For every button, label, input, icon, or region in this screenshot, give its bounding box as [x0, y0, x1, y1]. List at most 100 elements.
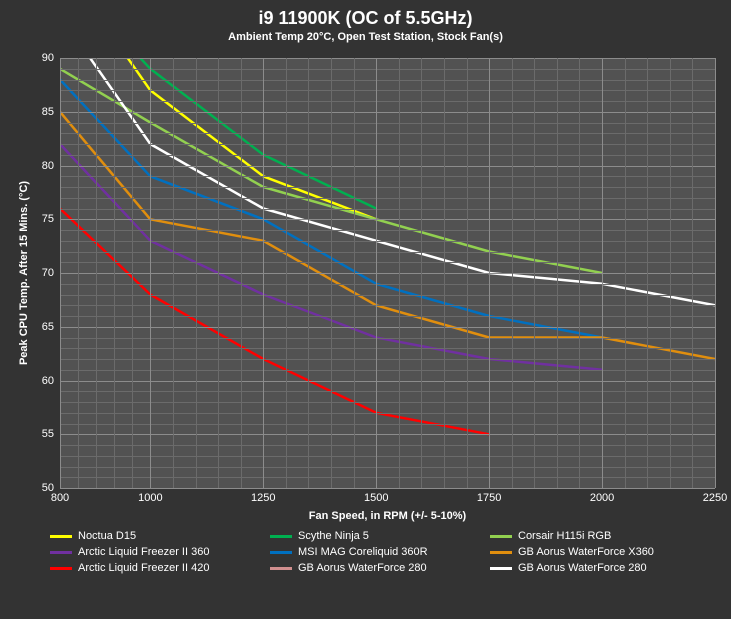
grid-minor-vertical [444, 58, 445, 488]
grid-minor-horizontal [60, 413, 715, 414]
legend-swatch [50, 551, 72, 554]
x-tick-label: 1000 [138, 488, 162, 504]
legend-label: Arctic Liquid Freezer II 420 [78, 562, 209, 574]
y-tick-label: 65 [42, 321, 60, 333]
grid-line-vertical [60, 58, 61, 488]
grid-minor-horizontal [60, 359, 715, 360]
grid-line-horizontal [60, 166, 715, 167]
grid-minor-horizontal [60, 370, 715, 371]
grid-minor-vertical [421, 58, 422, 488]
grid-minor-vertical [512, 58, 513, 488]
legend-swatch [490, 567, 512, 570]
chart-container: i9 11900K (OC of 5.5GHz) Ambient Temp 20… [0, 0, 731, 619]
grid-minor-vertical [625, 58, 626, 488]
x-tick-label: 1500 [364, 488, 388, 504]
x-tick-label: 2250 [703, 488, 727, 504]
legend-label: GB Aorus WaterForce 280 [518, 562, 647, 574]
grid-minor-horizontal [60, 252, 715, 253]
grid-minor-vertical [132, 58, 133, 488]
legend-item: Noctua D15 [50, 530, 270, 542]
grid-line-vertical [376, 58, 377, 488]
legend-item: GB Aorus WaterForce 280 [490, 562, 710, 574]
grid-minor-vertical [579, 58, 580, 488]
legend-label: GB Aorus WaterForce 280 [298, 562, 427, 574]
grid-line-vertical [489, 58, 490, 488]
grid-minor-horizontal [60, 445, 715, 446]
grid-minor-vertical [173, 58, 174, 488]
grid-line-horizontal [60, 327, 715, 328]
grid-line-horizontal [60, 58, 715, 59]
legend-swatch [490, 535, 512, 538]
y-axis-label: Peak CPU Temp. After 15 Mins. (°C) [18, 181, 30, 365]
grid-minor-vertical [557, 58, 558, 488]
legend-swatch [270, 551, 292, 554]
grid-minor-horizontal [60, 123, 715, 124]
y-tick-label: 75 [42, 213, 60, 225]
grid-minor-horizontal [60, 209, 715, 210]
legend-label: Corsair H115i RGB [518, 530, 611, 542]
series-line [60, 209, 489, 435]
legend-item: Arctic Liquid Freezer II 420 [50, 562, 270, 574]
legend-item: GB Aorus WaterForce X360 [490, 546, 710, 558]
grid-minor-vertical [241, 58, 242, 488]
grid-line-vertical [150, 58, 151, 488]
grid-minor-horizontal [60, 316, 715, 317]
grid-minor-horizontal [60, 80, 715, 81]
grid-minor-vertical [78, 58, 79, 488]
grid-minor-vertical [399, 58, 400, 488]
legend-label: MSI MAG Coreliquid 360R [298, 546, 428, 558]
grid-line-horizontal [60, 112, 715, 113]
y-tick-label: 85 [42, 106, 60, 118]
grid-minor-horizontal [60, 198, 715, 199]
grid-minor-horizontal [60, 187, 715, 188]
grid-minor-horizontal [60, 305, 715, 306]
grid-line-vertical [602, 58, 603, 488]
grid-line-horizontal [60, 381, 715, 382]
chart-title: i9 11900K (OC of 5.5GHz) [0, 0, 731, 29]
grid-minor-horizontal [60, 69, 715, 70]
grid-minor-vertical [534, 58, 535, 488]
grid-line-vertical [715, 58, 716, 488]
grid-line-vertical [263, 58, 264, 488]
x-tick-label: 1250 [251, 488, 275, 504]
grid-minor-vertical [218, 58, 219, 488]
grid-minor-horizontal [60, 230, 715, 231]
grid-minor-horizontal [60, 101, 715, 102]
chart-subtitle: Ambient Temp 20°C, Open Test Station, St… [0, 31, 731, 43]
grid-line-horizontal [60, 434, 715, 435]
grid-line-horizontal [60, 219, 715, 220]
grid-minor-horizontal [60, 295, 715, 296]
grid-minor-horizontal [60, 133, 715, 134]
grid-minor-vertical [196, 58, 197, 488]
legend-item: GB Aorus WaterForce 280 [270, 562, 490, 574]
grid-minor-horizontal [60, 477, 715, 478]
grid-minor-horizontal [60, 338, 715, 339]
y-tick-label: 70 [42, 267, 60, 279]
y-tick-label: 80 [42, 160, 60, 172]
grid-minor-vertical [308, 58, 309, 488]
legend-swatch [490, 551, 512, 554]
grid-minor-horizontal [60, 144, 715, 145]
legend-swatch [50, 567, 72, 570]
grid-minor-horizontal [60, 284, 715, 285]
legend-swatch [270, 535, 292, 538]
grid-minor-horizontal [60, 155, 715, 156]
legend-label: Arctic Liquid Freezer II 360 [78, 546, 209, 558]
legend-label: Noctua D15 [78, 530, 136, 542]
grid-minor-horizontal [60, 424, 715, 425]
grid-minor-vertical [331, 58, 332, 488]
legend-label: GB Aorus WaterForce X360 [518, 546, 654, 558]
grid-minor-horizontal [60, 391, 715, 392]
y-tick-label: 60 [42, 375, 60, 387]
legend-item: MSI MAG Coreliquid 360R [270, 546, 490, 558]
y-tick-label: 90 [42, 52, 60, 64]
legend-item: Scythe Ninja 5 [270, 530, 490, 542]
grid-minor-vertical [96, 58, 97, 488]
legend-item: Arctic Liquid Freezer II 360 [50, 546, 270, 558]
grid-minor-vertical [354, 58, 355, 488]
x-tick-label: 800 [51, 488, 69, 504]
legend-item: Corsair H115i RGB [490, 530, 710, 542]
plot-area: 5055606570758085908001000125015001750200… [60, 58, 715, 488]
grid-minor-horizontal [60, 241, 715, 242]
x-tick-label: 2000 [590, 488, 614, 504]
